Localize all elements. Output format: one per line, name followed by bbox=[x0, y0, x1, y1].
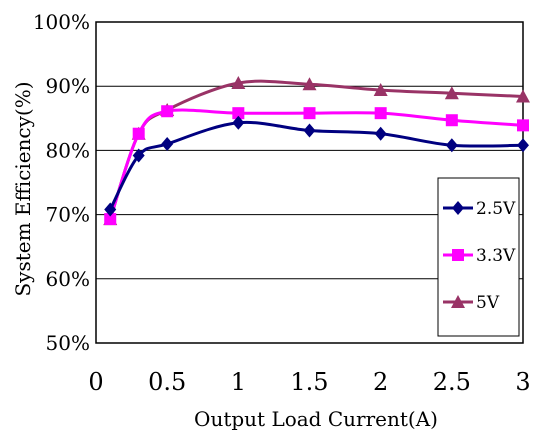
data-point-5v bbox=[444, 86, 459, 100]
data-point-2-5v bbox=[303, 123, 316, 138]
legend-item-2-5v: 2.5V bbox=[443, 199, 516, 219]
data-point-2-5v bbox=[517, 138, 529, 153]
data-point-2-5v bbox=[232, 115, 245, 130]
x-axis-title: Output Load Current(A) bbox=[194, 407, 438, 431]
data-point-3-3v bbox=[232, 107, 245, 120]
legend-label: 5V bbox=[476, 293, 500, 313]
series-layer bbox=[103, 75, 530, 226]
data-point-5v bbox=[231, 75, 246, 89]
legend-marker bbox=[452, 201, 464, 215]
data-point-2-5v bbox=[104, 202, 117, 217]
legend-item-3-3v: 3.3V bbox=[443, 246, 516, 266]
data-point-2-5v bbox=[161, 136, 174, 151]
data-point-2-5v bbox=[132, 148, 145, 163]
data-point-2-5v bbox=[445, 138, 458, 153]
data-point-2-5v bbox=[374, 126, 387, 141]
x-tick-labels: 0 0.5 1 1.5 2 2.5 3 bbox=[88, 368, 530, 396]
legend-box bbox=[437, 177, 520, 337]
y-tick-label: 100% bbox=[33, 10, 90, 34]
data-point-3-3v bbox=[161, 105, 174, 118]
x-tick-label: 2.5 bbox=[433, 368, 471, 396]
y-tick-labels: 50% 60% 70% 80% 90% 100% bbox=[33, 10, 90, 355]
data-point-3-3v bbox=[374, 107, 387, 120]
y-tick-label: 70% bbox=[46, 203, 90, 227]
x-tick-label: 1 bbox=[231, 368, 246, 396]
y-tick-label: 90% bbox=[46, 74, 90, 98]
legend-label: 3.3V bbox=[476, 246, 516, 266]
data-point-5v bbox=[516, 89, 530, 103]
y-tick-label: 80% bbox=[46, 138, 90, 162]
x-tick-label: 2 bbox=[373, 368, 388, 396]
legend: 2.5V 3.3V 5V bbox=[437, 177, 520, 337]
y-axis-title: System Efficiency(%) bbox=[11, 81, 35, 296]
y-tick-label: 50% bbox=[46, 331, 90, 355]
legend-marker bbox=[452, 249, 464, 261]
series-3-3v bbox=[104, 105, 529, 226]
legend-label: 2.5V bbox=[476, 199, 516, 219]
data-point-3-3v bbox=[104, 213, 117, 226]
data-point-5v bbox=[302, 77, 317, 91]
x-tick-label: 3 bbox=[515, 368, 530, 396]
x-tick-label: 0.5 bbox=[148, 368, 186, 396]
data-point-3-3v bbox=[517, 119, 529, 132]
x-tick-label: 0 bbox=[88, 368, 103, 396]
legend-item-5v: 5V bbox=[443, 293, 500, 313]
series-2-5v bbox=[104, 115, 529, 217]
y-tick-label: 60% bbox=[46, 267, 90, 291]
data-point-5v bbox=[373, 83, 388, 97]
legend-marker bbox=[451, 295, 465, 308]
data-point-3-3v bbox=[303, 107, 316, 120]
x-tick-label: 1.5 bbox=[290, 368, 328, 396]
data-point-3-3v bbox=[132, 127, 145, 140]
data-point-3-3v bbox=[445, 114, 458, 127]
